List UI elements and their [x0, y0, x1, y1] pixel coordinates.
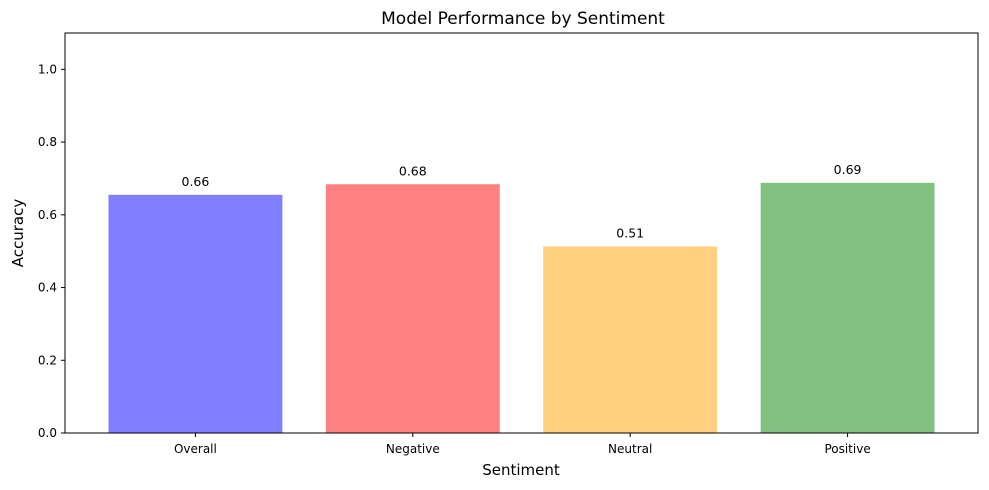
x-tick-label-positive: Positive [824, 442, 870, 456]
x-axis-label: Sentiment [482, 461, 560, 479]
data-label-negative: 0.68 [399, 163, 427, 178]
y-tick-label: 0.2 [38, 353, 57, 367]
y-tick-label: 0.4 [38, 281, 57, 295]
data-label-positive: 0.69 [834, 162, 862, 177]
data-label-overall: 0.66 [182, 174, 210, 189]
y-tick-label: 0.8 [38, 135, 57, 149]
data-label-neutral: 0.51 [616, 225, 644, 240]
x-tick-label-neutral: Neutral [608, 442, 652, 456]
y-axis-label: Accuracy [9, 199, 27, 268]
plot-frame [64, 32, 979, 434]
bar-positive [760, 182, 935, 433]
ticks-layer: Overall Negative Neutral Positive 0.0 0.2 0.4 0… [38, 62, 871, 456]
y-tick-label: 0.0 [38, 426, 57, 440]
bar-overall [108, 194, 283, 433]
chart-title: Model Performance by Sentiment [381, 9, 665, 29]
bar-negative [325, 184, 500, 433]
x-tick-label-overall: Overall [174, 442, 217, 456]
bars-layer: 0.66 0.68 0.51 0.69 [108, 162, 935, 433]
y-tick-label: 0.6 [38, 208, 57, 222]
y-tick-label: 1.0 [38, 62, 57, 76]
x-tick-label-negative: Negative [386, 442, 440, 456]
bar-neutral [543, 246, 718, 433]
